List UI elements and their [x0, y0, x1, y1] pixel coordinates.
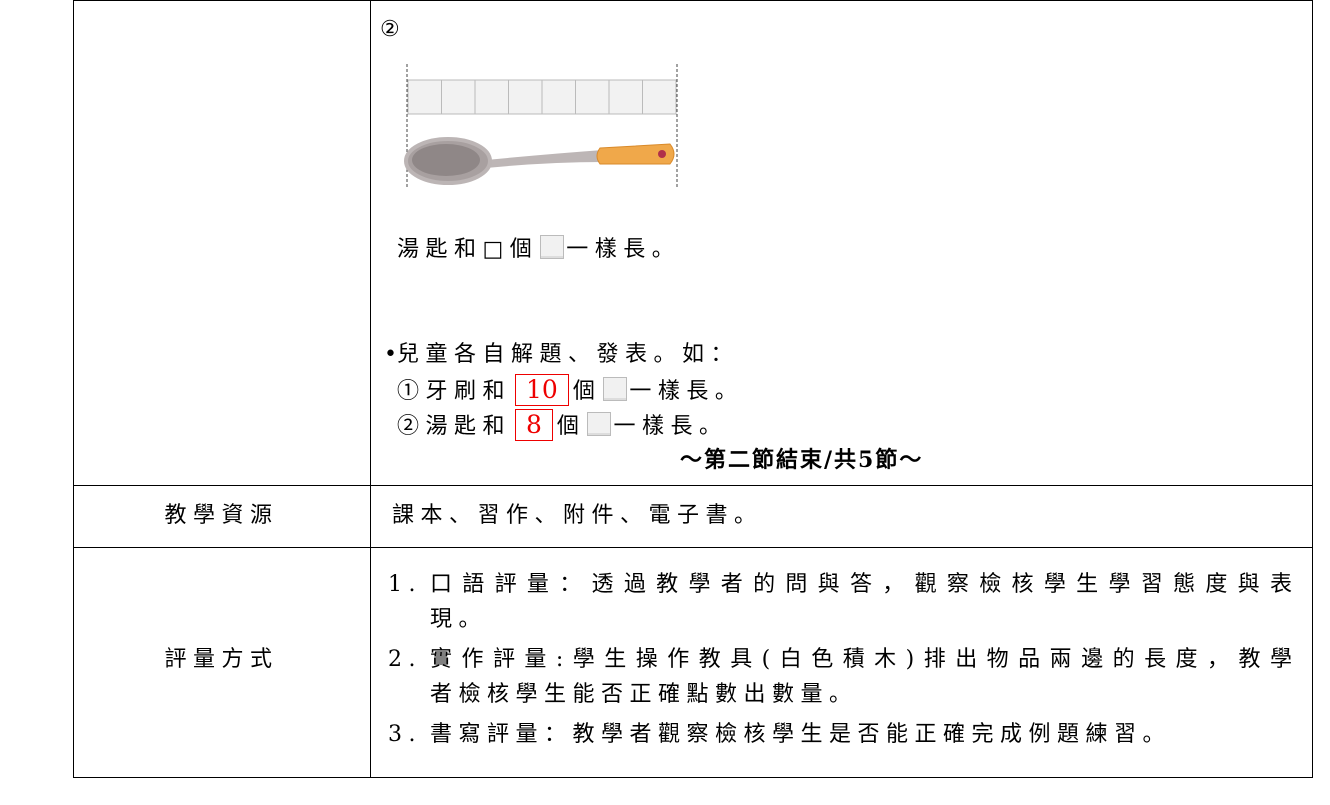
- answer-unit: 個: [556, 414, 586, 439]
- column-divider: [370, 0, 371, 778]
- answer-text: 一樣長。: [613, 414, 728, 439]
- answer-text: ①牙刷和: [397, 379, 512, 404]
- marker: ②: [380, 17, 407, 42]
- item-text: 口語評量：透過教學者的問與答，觀察檢核學生學習態度與表: [430, 572, 1292, 597]
- item-line: 書寫評量：教學者觀察檢核學生是否能正確完成例題練習。: [430, 722, 1172, 747]
- question-text: 湯匙和□個: [397, 237, 539, 262]
- bullet-dot: •: [384, 342, 397, 367]
- item-number: 1.: [388, 572, 422, 597]
- answer-value: 10: [515, 374, 569, 406]
- question: 湯匙和□個 一樣長。: [397, 235, 680, 265]
- item-line: 現。: [430, 607, 488, 632]
- border-top: [73, 0, 1313, 1]
- item-number: 2.: [388, 647, 422, 672]
- bullet-text: 兒童各自解題、發表。如：: [396, 342, 739, 367]
- spoon-illustration: [404, 64, 678, 188]
- answer: ②湯匙和 8 個 一樣長。: [397, 409, 727, 442]
- row-label: 評量方式: [164, 647, 279, 672]
- answer-unit: 個: [572, 379, 602, 404]
- resources-text: 課本、習作、附件、電子書。: [392, 503, 763, 528]
- answer-text: ②湯匙和: [397, 414, 512, 439]
- item-line: 者檢核學生能否正確點數出數量。: [430, 682, 858, 707]
- item-number: 3.: [388, 722, 422, 747]
- question-text: 一樣長。: [566, 237, 681, 262]
- block-icon: [587, 412, 612, 436]
- answer: ①牙刷和 10 個 一樣長。: [397, 374, 743, 407]
- row-label: 教學資源: [164, 503, 279, 528]
- row-divider: [73, 547, 1313, 548]
- bullet-item: •兒童各自解題、發表。如：: [384, 340, 739, 370]
- block-icon: [603, 377, 628, 401]
- answer-text: 一樣長。: [629, 379, 744, 404]
- item-text: 實作評量:學生操作教具(白色積木)排出物品兩邊的長度，教學: [430, 647, 1292, 672]
- end-note: ～第二節結束/共5節～: [680, 447, 924, 473]
- item-line: 實作評量:學生操作教具(白色積木)排出物品兩邊的長度，教學: [430, 645, 1292, 675]
- border-left: [73, 0, 74, 778]
- item-line: 口語評量：透過教學者的問與答，觀察檢核學生學習態度與表: [430, 570, 1292, 600]
- row-divider: [73, 485, 1313, 486]
- border-bottom: [73, 777, 1313, 778]
- block-icon: [540, 235, 565, 259]
- answer-value: 8: [515, 409, 553, 441]
- border-right: [1312, 0, 1313, 778]
